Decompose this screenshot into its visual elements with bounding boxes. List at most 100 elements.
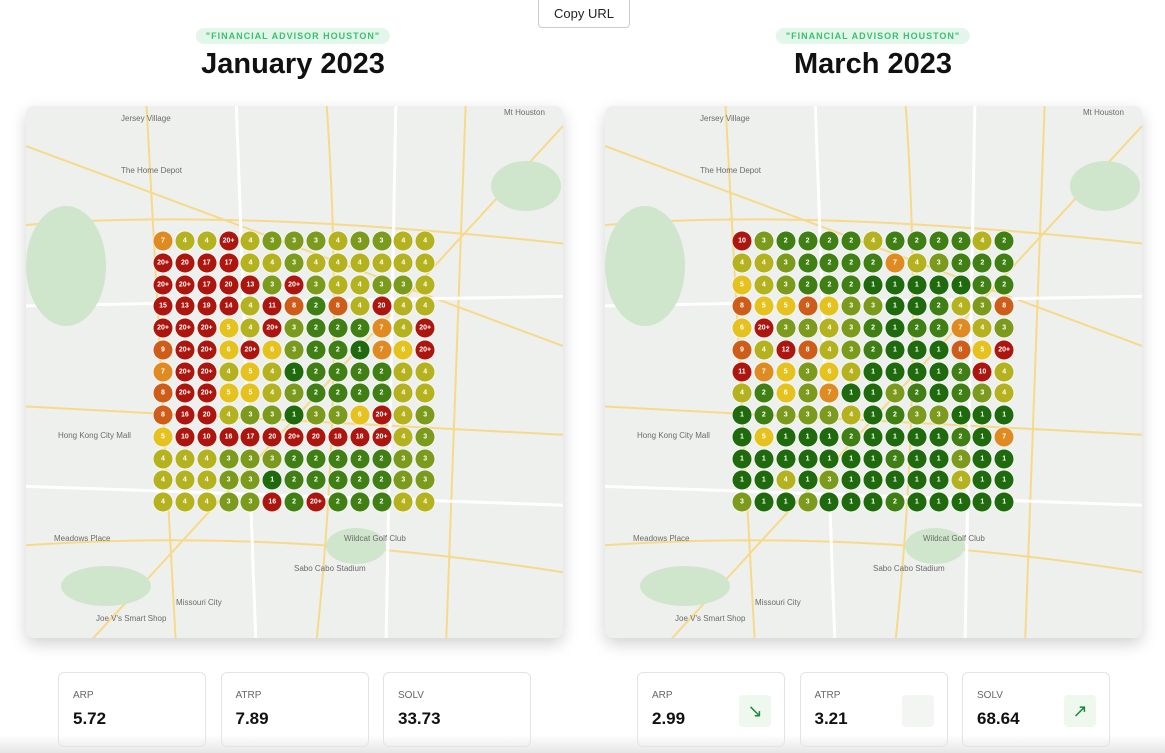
- rank-pin: 2: [306, 296, 326, 316]
- rank-pin: 1: [929, 427, 949, 447]
- rank-pin: 2: [350, 362, 370, 381]
- rank-pin: 3: [415, 405, 435, 425]
- rank-pin: 5: [754, 296, 774, 316]
- rank-pin: 1: [819, 449, 839, 468]
- rank-pin: 1: [929, 449, 949, 468]
- rank-pin: 1: [262, 470, 282, 490]
- stat-value: 7.89: [235, 709, 269, 728]
- rank-pin: 4: [415, 275, 435, 294]
- rank-pin: 20+: [284, 275, 304, 294]
- rank-pin: 7: [951, 318, 970, 338]
- rank-pin: 4: [393, 383, 413, 403]
- map-label: Jersey Village: [700, 114, 750, 123]
- rank-pin: 1: [907, 296, 927, 316]
- rank-pin: 1: [841, 492, 861, 512]
- trend-icon: ↘: [739, 695, 771, 727]
- rank-pin: 1: [798, 449, 818, 468]
- rank-pin: 4: [393, 492, 413, 512]
- rank-pin: 20+: [372, 405, 391, 425]
- rank-pin: 2: [372, 383, 391, 403]
- rank-pin: 2: [306, 340, 326, 360]
- rank-pin: 1: [907, 275, 927, 294]
- map-label: Joe V's Smart Shop: [675, 614, 746, 623]
- rank-pin: 3: [393, 470, 413, 490]
- rank-pin: 20+: [415, 318, 435, 338]
- rank-pin: 1: [994, 449, 1014, 468]
- rank-pin: 4: [197, 492, 217, 512]
- rank-pin: 1: [994, 492, 1014, 512]
- rank-pin: 10: [175, 427, 195, 447]
- rank-pin: 2: [798, 253, 818, 273]
- rank-pin: 8: [153, 405, 173, 425]
- rank-pin: 20+: [415, 340, 435, 360]
- rank-pin: 3: [972, 383, 992, 403]
- rank-pin: 4: [219, 362, 239, 381]
- rank-pin: 2: [994, 275, 1014, 294]
- rank-pin: 9: [732, 340, 752, 360]
- rank-pin: 14: [219, 296, 239, 316]
- rank-pin: 4: [972, 231, 992, 251]
- rank-pin: 1: [798, 427, 818, 447]
- rank-pin: 3: [350, 231, 370, 251]
- rank-pin: 11: [262, 296, 282, 316]
- rank-pin: 1: [929, 383, 949, 403]
- rank-pin: 2: [863, 340, 883, 360]
- stat-card: ARP 5.72: [58, 672, 206, 747]
- rank-pin: 4: [754, 275, 774, 294]
- rank-pin: 1: [929, 275, 949, 294]
- rank-pin: 20+: [262, 318, 282, 338]
- rank-pin: 1: [929, 340, 949, 360]
- rank-pin: 4: [907, 253, 927, 273]
- rank-pin: 4: [951, 470, 970, 490]
- rank-pin: 4: [328, 231, 348, 251]
- rank-pin: 20+: [153, 275, 173, 294]
- rank-pin: 2: [863, 253, 883, 273]
- rank-pin: 1: [284, 405, 304, 425]
- rank-pin: 20+: [240, 340, 260, 360]
- rank-pin: 2: [972, 275, 992, 294]
- rank-pin: 2: [819, 275, 839, 294]
- rank-pin: 2: [994, 231, 1014, 251]
- rank-pin: 4: [393, 362, 413, 381]
- rank-pin: 4: [175, 449, 195, 468]
- rank-pin: 3: [262, 405, 282, 425]
- rank-pin: 1: [972, 492, 992, 512]
- rank-pin: 1: [776, 492, 796, 512]
- rank-pin: 4: [175, 492, 195, 512]
- rank-pin: 3: [415, 449, 435, 468]
- rank-pin: 4: [841, 362, 861, 381]
- rank-pin: 1: [885, 362, 905, 381]
- rank-pin: 7: [754, 362, 774, 381]
- rank-pin: 4: [197, 449, 217, 468]
- rank-pin: 2: [907, 318, 927, 338]
- rank-pin: 20+: [175, 275, 195, 294]
- stat-label: ARP: [73, 690, 94, 701]
- rank-pin: 2: [885, 231, 905, 251]
- rank-pin: 1: [732, 405, 752, 425]
- rank-pin: 15: [153, 296, 173, 316]
- rank-pin: 17: [197, 275, 217, 294]
- rank-pin: 4: [240, 296, 260, 316]
- rank-pin: 1: [929, 492, 949, 512]
- rank-pin: 1: [754, 449, 774, 468]
- rank-pin: 4: [819, 318, 839, 338]
- rank-pin: 1: [732, 470, 752, 490]
- copy-url-button[interactable]: Copy URL: [538, 0, 630, 28]
- rank-pin: 1: [994, 470, 1014, 490]
- map-label: Wildcat Golf Club: [923, 534, 985, 543]
- rank-pin: 4: [350, 296, 370, 316]
- rank-pin: 4: [754, 340, 774, 360]
- stat-label: ATRP: [814, 690, 841, 701]
- rank-pin: 1: [863, 427, 883, 447]
- rank-pin: 3: [841, 296, 861, 316]
- rank-pin: 7: [153, 231, 173, 251]
- map-label: The Home Depot: [700, 166, 761, 175]
- map: Jersey Village The Home Depot Mt Houston Ho…: [26, 106, 563, 638]
- rank-pin: 2: [972, 253, 992, 273]
- rank-pin: 2: [350, 470, 370, 490]
- rank-pin: 1: [350, 340, 370, 360]
- map-label: Jersey Village: [121, 114, 171, 123]
- rank-pin: 20+: [994, 340, 1014, 360]
- rank-pin: 1: [841, 383, 861, 403]
- bottom-fade: [0, 735, 1165, 753]
